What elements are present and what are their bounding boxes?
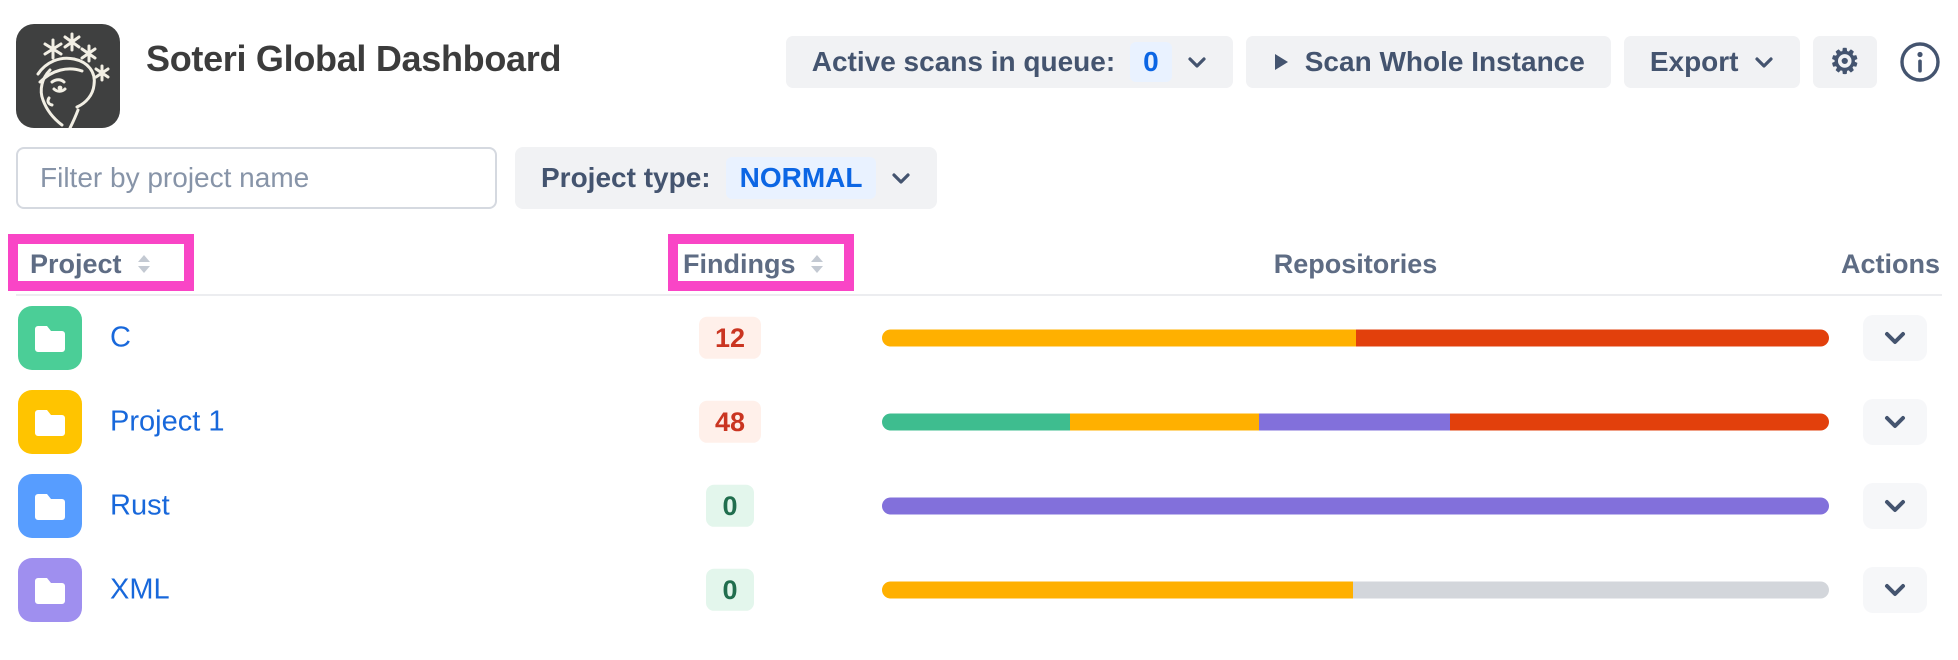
findings-count-badge: 0 (706, 484, 754, 528)
table-header: Project Findings Repositories Actions (8, 234, 1942, 296)
folder-icon (35, 578, 65, 604)
project-type-label: Project type: (541, 162, 711, 193)
project-avatar (18, 306, 82, 370)
findings-count-badge: 48 (698, 400, 762, 444)
chevron-down-icon (1885, 583, 1905, 596)
scan-whole-instance-label: Scan Whole Instance (1304, 46, 1585, 77)
filter-row: Project type: NORMAL (16, 147, 938, 209)
findings-badge-cell: 0 (670, 484, 790, 528)
settings-button[interactable]: ⚙ (1812, 36, 1877, 88)
column-label: Findings (683, 248, 796, 279)
repo-bar-segment-scanning (1258, 413, 1451, 431)
gear-icon: ⚙ (1829, 43, 1860, 81)
folder-icon (35, 494, 65, 520)
findings-badge-cell: 12 (670, 316, 790, 360)
table-body: C 12 Project 1 48 (16, 296, 1942, 632)
column-label: Repositories (1273, 248, 1438, 279)
project-avatar (18, 474, 82, 538)
project-link[interactable]: C (110, 321, 131, 354)
chevron-down-icon (892, 172, 911, 184)
table-row: Project 1 48 (16, 380, 1942, 464)
repositories-status-bar (882, 413, 1829, 431)
repo-bar-segment-warning (882, 581, 1353, 599)
top-bar: Soteri Global Dashboard Active scans in … (0, 0, 1958, 133)
column-header-actions: Actions (1841, 234, 1940, 294)
table-row: XML 0 (16, 548, 1942, 632)
scan-whole-instance-button[interactable]: Scan Whole Instance (1245, 36, 1611, 88)
chevron-down-icon (1885, 331, 1905, 344)
folder-icon (35, 410, 65, 436)
row-actions-dropdown[interactable] (1863, 483, 1927, 529)
repo-bar-segment-not-scanned (1352, 581, 1829, 599)
soteri-face-icon (36, 32, 110, 128)
active-scans-label: Active scans in queue: (811, 46, 1116, 77)
soteri-logo (16, 24, 120, 128)
chevron-down-icon (1754, 56, 1773, 68)
project-link[interactable]: Rust (110, 489, 170, 522)
sort-icon (137, 255, 150, 273)
findings-count-badge: 12 (698, 316, 762, 360)
table-row: Rust 0 (16, 464, 1942, 548)
play-icon (1274, 54, 1288, 70)
row-actions-dropdown[interactable] (1863, 399, 1927, 445)
chevron-down-icon (1885, 415, 1905, 428)
repo-bar-segment-ok (882, 413, 1070, 431)
repo-bar-segment-danger (1355, 329, 1829, 347)
info-button[interactable] (1898, 40, 1942, 84)
repo-bar-segment-scanning (882, 497, 1829, 515)
info-icon (1900, 42, 1940, 82)
project-filter-input[interactable] (16, 147, 497, 209)
column-header-project[interactable]: Project (30, 234, 152, 294)
table-row: C 12 (16, 296, 1942, 380)
repo-bar-segment-warning (882, 329, 1356, 347)
column-label: Project (30, 248, 122, 279)
project-link[interactable]: Project 1 (110, 405, 225, 438)
project-link[interactable]: XML (110, 573, 170, 606)
project-avatar (18, 558, 82, 622)
column-label: Actions (1840, 248, 1940, 279)
findings-badge-cell: 48 (670, 400, 790, 444)
repo-bar-segment-warning (1069, 413, 1259, 431)
repositories-status-bar (882, 329, 1829, 347)
repositories-status-bar (882, 581, 1829, 599)
findings-count-badge: 0 (706, 568, 754, 612)
sort-icon (811, 255, 824, 273)
row-actions-dropdown[interactable] (1863, 567, 1927, 613)
project-type-dropdown[interactable]: Project type: NORMAL (515, 147, 938, 209)
project-avatar (18, 390, 82, 454)
column-header-repositories: Repositories (882, 234, 1829, 294)
chevron-down-icon (1885, 499, 1905, 512)
column-header-findings[interactable]: Findings (683, 234, 825, 294)
project-type-value: NORMAL (725, 157, 877, 199)
active-scans-dropdown[interactable]: Active scans in queue: 0 (785, 36, 1233, 88)
folder-icon (35, 326, 65, 352)
export-label: Export (1649, 46, 1739, 77)
active-scans-count-badge: 0 (1130, 42, 1172, 82)
page-title: Soteri Global Dashboard (146, 38, 562, 79)
chevron-down-icon (1188, 56, 1206, 68)
repositories-status-bar (882, 497, 1829, 515)
repo-bar-segment-danger (1450, 413, 1829, 431)
export-dropdown[interactable]: Export (1623, 36, 1800, 88)
top-bar-actions: Active scans in queue: 0 Scan Whole Inst… (785, 36, 1942, 88)
findings-badge-cell: 0 (670, 568, 790, 612)
row-actions-dropdown[interactable] (1863, 315, 1927, 361)
